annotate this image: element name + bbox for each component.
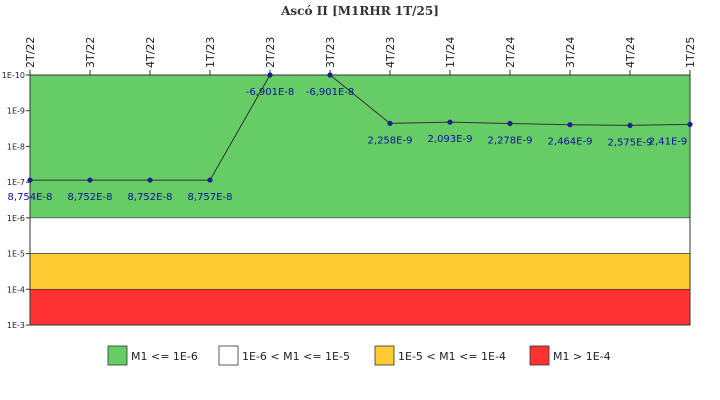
data-label: 8,754E-8 [8, 192, 53, 203]
data-label: 8,757E-8 [188, 192, 233, 203]
data-label: 8,752E-8 [68, 192, 113, 203]
legend-label: M1 > 1E-4 [553, 350, 611, 363]
legend-swatch [218, 345, 239, 366]
series-line [29, 74, 691, 181]
legend-label: 1E-5 < M1 <= 1E-4 [398, 350, 506, 363]
band-2 [29, 253, 691, 290]
x-tick-label: 3T/22 [84, 37, 97, 68]
legend-label: M1 <= 1E-6 [131, 350, 198, 363]
y-tick-label: 1E-6 [7, 214, 25, 223]
y-tick-label: 1E-9 [7, 107, 25, 116]
data-label: 8,752E-8 [128, 192, 173, 203]
data-label: 2,093E-9 [428, 134, 473, 145]
x-tick-label: 1T/25 [684, 37, 697, 68]
data-point [687, 121, 693, 127]
y-tick-label: 1E-10 [2, 71, 25, 80]
legend: M1 <= 1E-6 1E-6 < M1 <= 1E-5 1E-5 < M1 <= … [107, 345, 611, 366]
band-3 [29, 288, 691, 326]
x-tick-label: 2T/23 [264, 37, 277, 68]
x-tick-label: 1T/24 [444, 37, 457, 68]
band-1 [29, 217, 691, 254]
x-tick-label: 3T/24 [564, 37, 577, 68]
data-label: -6,901E-8 [306, 87, 355, 98]
data-label: 2,464E-9 [548, 137, 593, 148]
data-label: 2,575E-9 [608, 137, 653, 148]
data-point [27, 177, 33, 183]
legend-swatch [107, 345, 128, 366]
y-tick-label: 1E-5 [7, 250, 25, 259]
x-tick-label: 4T/23 [384, 37, 397, 68]
x-tick-label: 3T/23 [324, 37, 337, 68]
y-tick-label: 1E-7 [7, 178, 25, 187]
data-point [267, 72, 273, 78]
y-tick-label: 1E-3 [7, 321, 25, 330]
series-line [27, 72, 693, 183]
legend-swatch [374, 345, 395, 366]
data-point [447, 119, 453, 125]
chart-title: Ascó II [M1RHR 1T/25] [280, 4, 439, 18]
data-point [327, 72, 333, 78]
data-point [147, 177, 153, 183]
data-label: 2,258E-9 [368, 135, 413, 146]
x-axis: 2T/22 3T/22 4T/22 1T/23 2T/23 3T/23 4T/23 1T/24… [24, 37, 697, 75]
y-tick-label: 1E-8 [7, 142, 25, 151]
data-labels: 8,754E-8 8,752E-8 8,752E-8 8,757E-8 -6,901E-… [8, 87, 688, 203]
data-label: 2,41E-9 [649, 136, 688, 147]
x-tick-label: 1T/23 [204, 37, 217, 68]
x-tick-label: 2T/22 [24, 37, 37, 68]
data-point [387, 120, 393, 126]
data-point [567, 122, 573, 128]
y-tick-label: 1E-4 [7, 285, 25, 294]
x-tick-label: 2T/24 [504, 37, 517, 68]
data-point [627, 122, 633, 128]
legend-swatch [529, 345, 550, 366]
legend-label: 1E-6 < M1 <= 1E-5 [242, 350, 350, 363]
y-axis: 1E-10 1E-9 1E-8 1E-7 1E-6 1E-5 1E-4 1E-3 [2, 71, 30, 330]
data-label: -6,901E-8 [246, 87, 295, 98]
x-tick-label: 4T/24 [624, 37, 637, 68]
data-point [87, 177, 93, 183]
data-point [507, 120, 513, 127]
data-point [207, 177, 213, 183]
data-label: 2,278E-9 [488, 135, 533, 146]
plot-frame [29, 74, 691, 326]
x-tick-label: 4T/22 [144, 37, 157, 68]
